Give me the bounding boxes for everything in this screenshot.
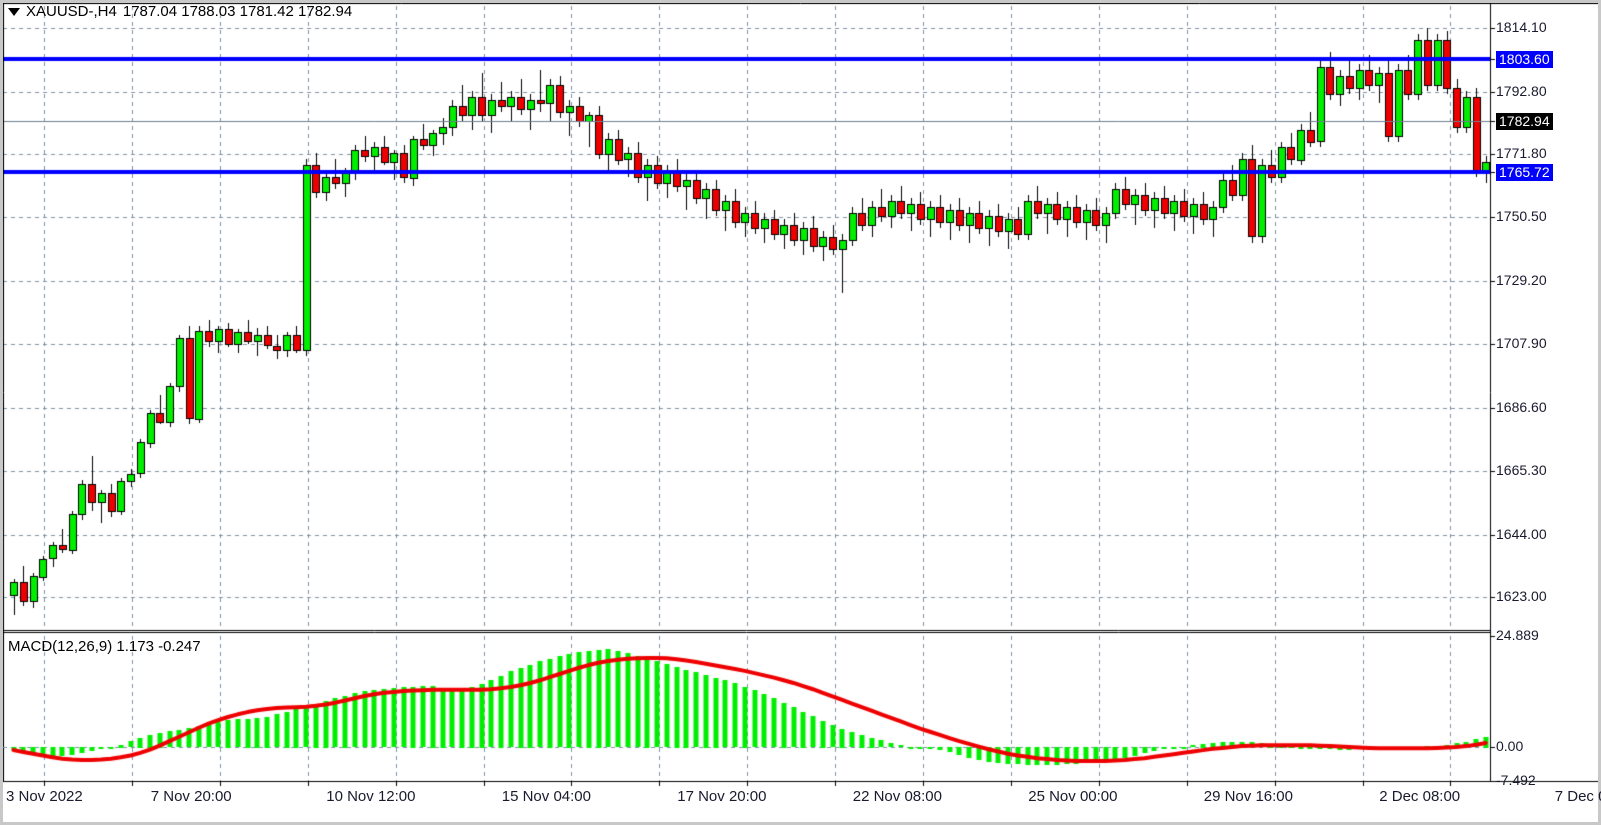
price-axis-tick-label: 1814.10 bbox=[1496, 19, 1547, 36]
price-level-label[interactable]: 1765.72 bbox=[1496, 164, 1553, 182]
time-axis-tick-label: 22 Nov 08:00 bbox=[852, 788, 942, 805]
time-axis-tick-label: 15 Nov 04:00 bbox=[501, 788, 591, 805]
symbol-label: XAUUSD-,H4 bbox=[26, 3, 117, 20]
macd-axis-tick-label: -7.492 bbox=[1496, 772, 1536, 788]
time-axis-tick-label: 25 Nov 00:00 bbox=[1028, 788, 1118, 805]
price-axis-tick-label: 1665.30 bbox=[1496, 462, 1547, 479]
time-axis-tick-label: 3 Nov 2022 bbox=[6, 788, 83, 805]
price-axis-tick-label: 1644.00 bbox=[1496, 525, 1547, 542]
time-axis-tick-label: 29 Nov 16:00 bbox=[1203, 788, 1293, 805]
time-axis-tick-label: 2 Dec 08:00 bbox=[1379, 788, 1461, 805]
window-frame-left bbox=[0, 0, 3, 825]
price-axis-tick-label: 1707.90 bbox=[1496, 335, 1547, 352]
macd-axis-tick-label: 24.889 bbox=[1496, 627, 1539, 643]
ohlc-values: 1787.04 1788.03 1781.42 1782.94 bbox=[122, 3, 353, 20]
window-frame-bottom bbox=[0, 822, 1601, 825]
window-frame-right bbox=[1598, 0, 1601, 825]
macd-indicator-label: MACD(12,26,9) 1.173 -0.247 bbox=[8, 638, 201, 655]
triangle-down-icon[interactable] bbox=[8, 7, 20, 16]
price-level-label[interactable]: 1803.60 bbox=[1496, 51, 1553, 69]
price-axis-tick-label: 1771.80 bbox=[1496, 145, 1547, 162]
price-axis-tick-label: 1750.50 bbox=[1496, 208, 1547, 225]
macd-axis-tick-label: 0.00 bbox=[1496, 738, 1524, 755]
window-frame-top bbox=[0, 0, 1601, 3]
time-axis-tick-label: 7 Nov 20:00 bbox=[150, 788, 232, 805]
symbol-header: XAUUSD-,H4 1787.04 1788.03 1781.42 1782.… bbox=[8, 4, 352, 19]
price-chart-canvas[interactable] bbox=[3, 3, 1598, 822]
price-axis-tick-label: 1686.60 bbox=[1496, 398, 1547, 415]
time-axis-tick-label: 7 Dec 00:00 bbox=[1554, 788, 1601, 805]
price-axis-tick-label: 1792.80 bbox=[1496, 82, 1547, 99]
last-price-label[interactable]: 1782.94 bbox=[1496, 112, 1553, 130]
price-axis-tick-label: 1729.20 bbox=[1496, 271, 1547, 288]
time-axis-tick-label: 10 Nov 12:00 bbox=[326, 788, 416, 805]
time-axis-tick-label: 17 Nov 20:00 bbox=[677, 788, 767, 805]
price-axis-tick-label: 1623.00 bbox=[1496, 588, 1547, 605]
